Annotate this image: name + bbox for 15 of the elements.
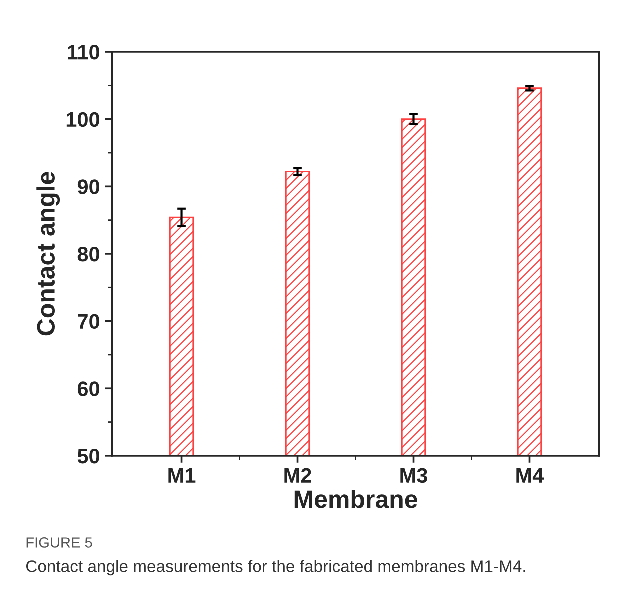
y-tick-label: 80 [78,246,100,262]
caption: FIGURE 5 [26,538,92,548]
y-tick-label: 60 [78,382,100,396]
x-tick-label: M4 [516,468,544,483]
y-tick-label: 100 [66,112,100,128]
x-tick-label: M2 [284,468,312,483]
y-tick-label: 70 [78,314,100,330]
text: Contact angle measurements for the fabricated membranes M1-M4. [26,560,526,576]
y-tick-label: 90 [78,180,100,194]
x-axis-title: Membrane [294,490,418,508]
x-tick-label: M1 [168,468,196,483]
y-axis-title: Contact angle [36,172,60,336]
y-tick-label: 110 [68,45,100,60]
y-tick-label: 50 [78,448,100,464]
x-tick-label: M3 [400,468,428,484]
